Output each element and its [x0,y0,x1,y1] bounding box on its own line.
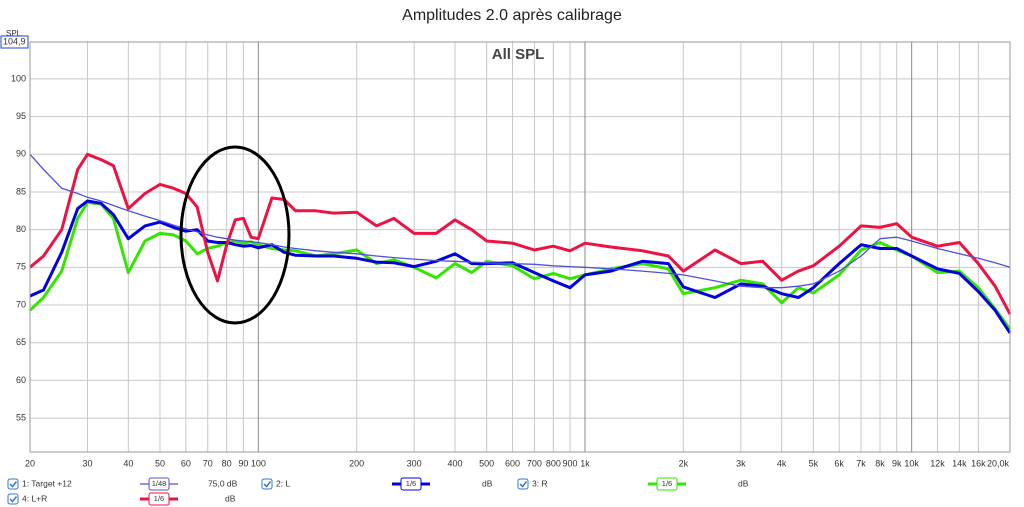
legend-checkbox[interactable] [7,478,19,490]
legend-check [519,481,528,488]
x-tick-label: 16k [971,458,986,468]
y-tick-label: 90 [16,149,26,159]
series-line [28,201,1012,331]
x-tick-label: 50 [155,458,165,468]
x-tick-label: 20,0k [987,458,1010,468]
legend: 1: Target +12 1/48 75,0 dB 2: L 1/6 dB 3: R 1/6… [7,477,749,506]
x-tick-label: 40 [123,458,133,468]
plot-frame [29,41,1011,453]
x-tick-label: 20 [25,458,35,468]
x-tick-label: 800 [546,458,561,468]
legend-check [9,481,18,488]
y-tick-label: 65 [16,337,26,347]
x-tick-label: 500 [479,458,494,468]
legend-smoothing: 1/6 [154,494,164,503]
x-tick-label: 80 [222,458,232,468]
y-tick-label: 85 [16,186,26,196]
y-axis-label: SPL [6,29,22,38]
x-tick-label: 700 [527,458,542,468]
y-tick-label: 104,9 [3,36,26,46]
legend-smoothing: 1/48 [152,479,167,488]
x-tick-label: 100 [251,458,266,468]
x-tick-label: 600 [505,458,520,468]
x-tick-label: 900 [563,458,578,468]
x-tick-label: 30 [83,458,93,468]
x-tick-label: 60 [181,458,191,468]
legend-label: 2: L [276,478,290,488]
legend-label: 1: Target +12 [22,478,72,488]
y-tick-label: 100 [11,73,26,83]
series-line [29,153,1011,289]
highlight-ellipse [179,145,291,325]
x-tick-label: 14k [952,458,967,468]
x-tick-label: 8k [875,458,885,468]
x-tick-label: 10k [904,458,919,468]
legend-offset: dB [225,493,236,503]
x-tick-label: 3k [736,458,746,468]
legend-checkbox[interactable] [7,493,19,505]
x-tick-label: 7k [856,458,866,468]
x-tick-label: 200 [349,458,364,468]
legend-smoothing-box[interactable] [148,492,170,506]
legend-check [263,481,272,488]
x-tick-label: 12k [930,458,945,468]
y-limit-box [0,35,29,49]
x-tick-label: 90 [238,458,248,468]
legend-smoothing: 1/6 [662,479,672,488]
legend-offset: 75,0 dB [208,478,238,488]
annotation: All SPL [492,46,545,63]
curves [28,152,1012,334]
legend-check [9,496,18,503]
legend-offset: dB [482,478,493,488]
legend-smoothing-box[interactable] [148,477,170,491]
x-tick-label: 5k [809,458,819,468]
y-tick-label: 80 [16,224,26,234]
x-tick-label: 1k [580,458,590,468]
legend-label: 3: R [532,478,548,488]
x-tick-label: 9k [892,458,902,468]
legend-checkbox[interactable] [261,478,273,490]
y-tick-label: 60 [16,375,26,385]
y-tick-label: 70 [16,299,26,309]
series-line [29,199,1012,334]
x-tick-label: 70 [203,458,213,468]
x-tick-label: 2k [679,458,689,468]
y-tick-label: 75 [16,262,26,272]
legend-smoothing: 1/6 [406,479,416,488]
legend-checkbox[interactable] [517,478,529,490]
legend-smoothing-box[interactable] [656,477,678,491]
legend-smoothing-box[interactable] [400,477,422,491]
series-line [29,152,1012,315]
y-tick-label: 95 [16,111,26,121]
x-tick-label: 300 [407,458,422,468]
y-tick-label: 55 [16,412,26,422]
legend-label: 4: L+R [22,493,47,503]
legend-offset: dB [738,478,749,488]
x-tick-label: 400 [447,458,462,468]
x-tick-label: 4k [777,458,787,468]
x-tick-label: 6k [834,458,844,468]
chart-title: Amplitudes 2.0 après calibrage [402,7,622,24]
